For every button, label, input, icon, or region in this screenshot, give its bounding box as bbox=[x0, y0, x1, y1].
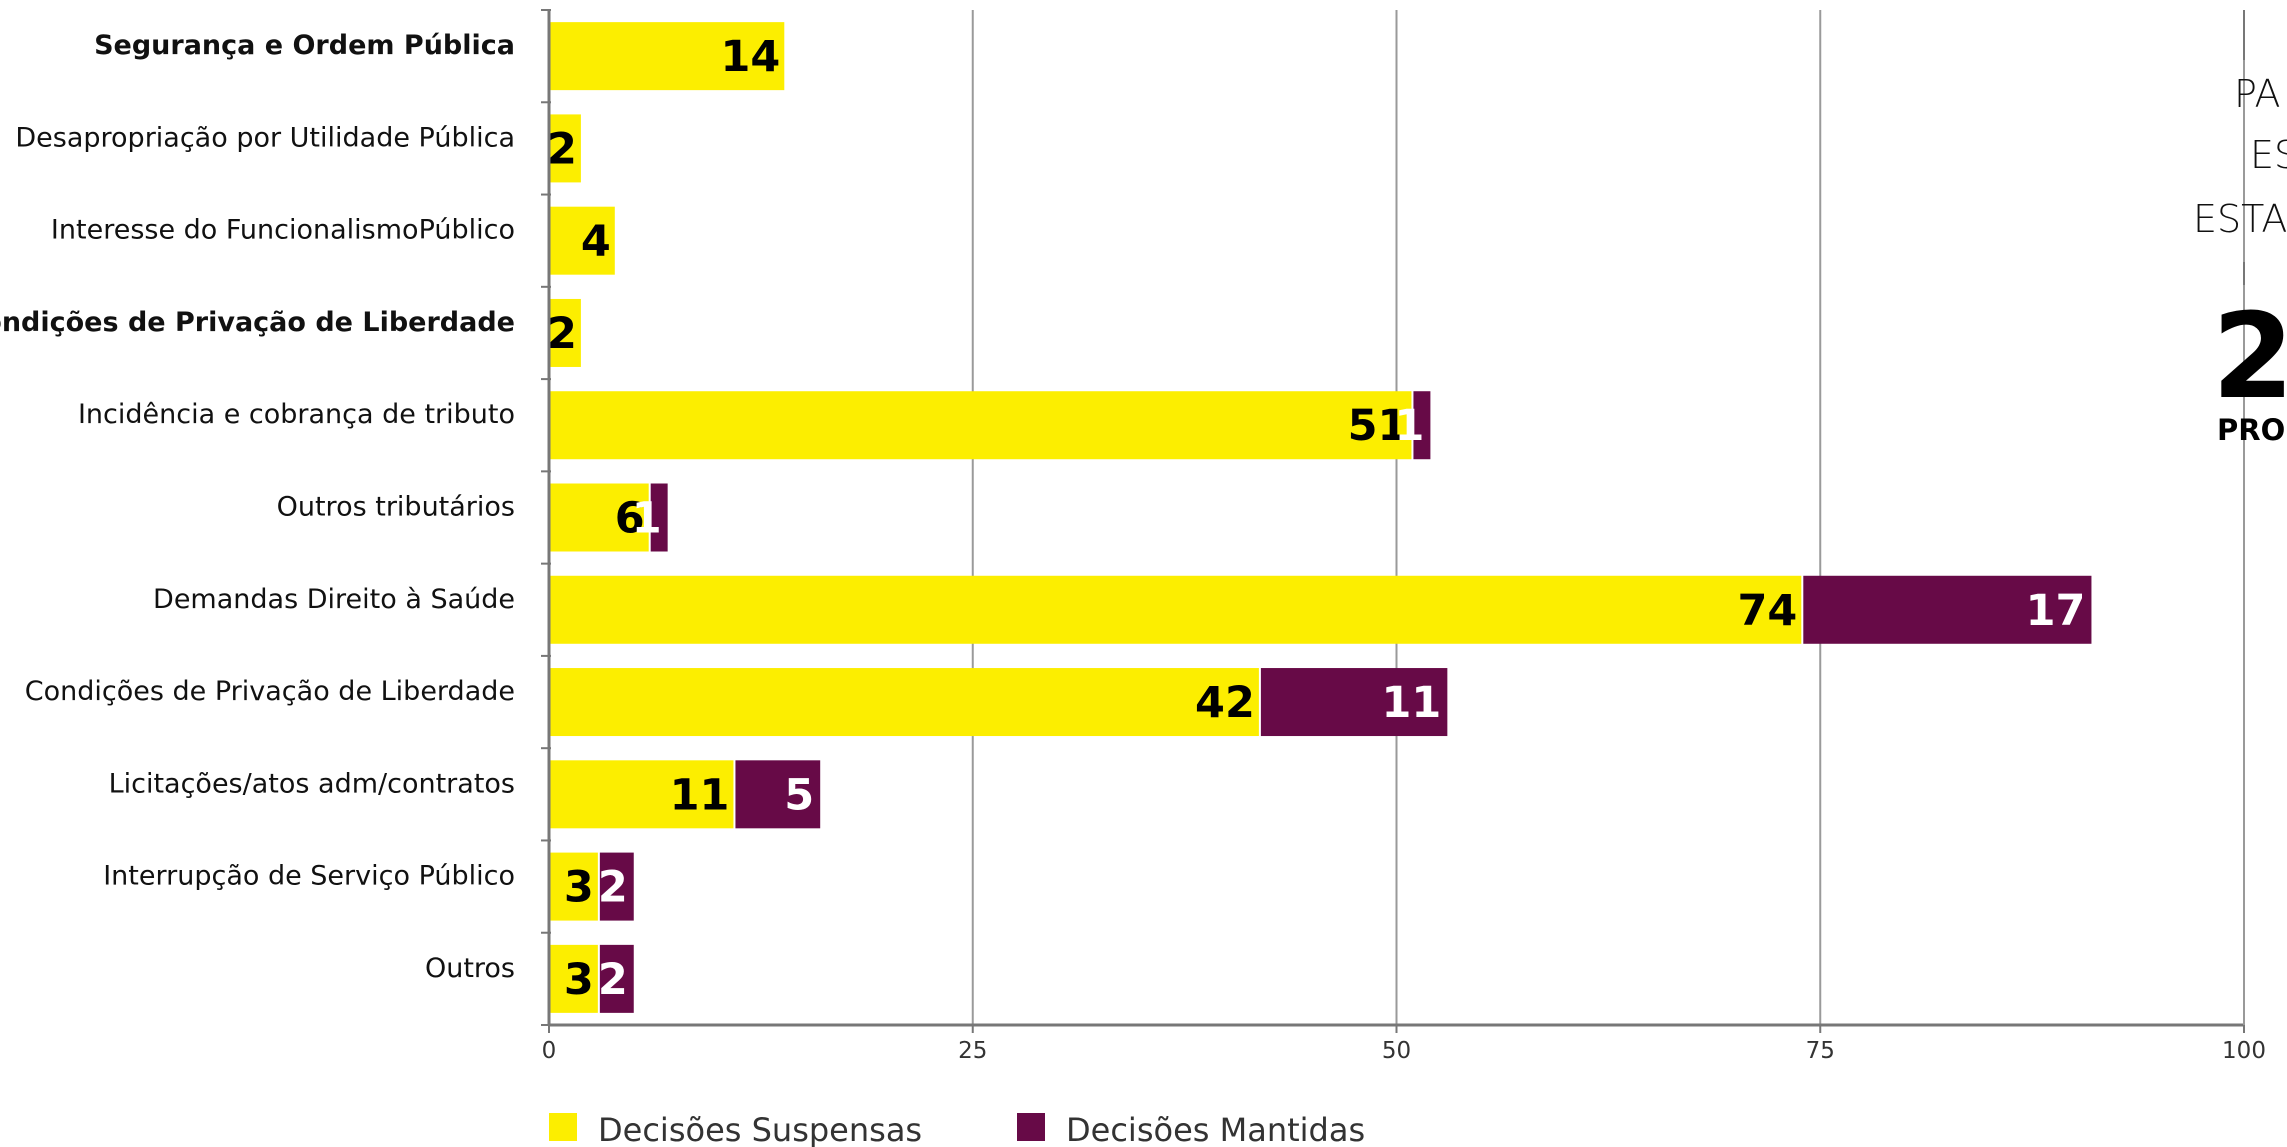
value-label-mantidas: 1 bbox=[1394, 401, 1424, 451]
legend-swatch bbox=[1017, 1113, 1045, 1141]
bar-suspensas bbox=[549, 391, 1411, 459]
axes: 0 25 50 75 100 bbox=[541, 10, 2266, 1064]
x-tick-label: 100 bbox=[2222, 1038, 2266, 1064]
category-label: Outros bbox=[425, 953, 515, 984]
legend: Decisões Suspensas Decisões Mantidas bbox=[549, 1111, 1365, 1147]
side-panel-line3: ESTA bbox=[2193, 197, 2287, 241]
bar-suspensas bbox=[549, 668, 1259, 736]
bar-suspensas bbox=[549, 576, 1801, 644]
legend-label: Decisões Mantidas bbox=[1066, 1111, 1365, 1147]
side-panel-bold-label: PRO bbox=[2217, 413, 2285, 447]
category-label: Incidência e cobrança de tributo bbox=[78, 399, 515, 430]
category-label: Demandas Direito à Saúde bbox=[153, 584, 515, 615]
category-label: Condições de Privação de Liberdade bbox=[0, 307, 515, 338]
side-panel-big-value: 2 bbox=[2212, 287, 2287, 425]
value-label-suspensas: 2 bbox=[547, 309, 577, 359]
value-label-suspensas: 74 bbox=[1737, 586, 1797, 636]
side-panel: PA ES ESTA 2 PRO bbox=[2193, 10, 2287, 1025]
value-label-mantidas: 1 bbox=[632, 494, 662, 544]
value-label-mantidas: 2 bbox=[598, 955, 628, 1005]
value-label-suspensas: 4 bbox=[581, 217, 611, 267]
value-label-suspensas: 14 bbox=[720, 32, 780, 82]
value-label-suspensas: 3 bbox=[564, 863, 594, 913]
category-label: Licitações/atos adm/contratos bbox=[109, 768, 515, 799]
legend-label: Decisões Suspensas bbox=[598, 1111, 922, 1147]
value-label-mantidas: 2 bbox=[598, 863, 628, 913]
value-label-suspensas: 42 bbox=[1195, 678, 1255, 728]
value-label-suspensas: 11 bbox=[670, 770, 730, 820]
category-label: Condições de Privação de Liberdade bbox=[25, 676, 515, 707]
gridlines bbox=[973, 10, 2244, 1025]
value-label-mantidas: 17 bbox=[2026, 586, 2086, 636]
value-label-suspensas: 2 bbox=[547, 124, 577, 174]
category-label: Desapropriação por Utilidade Pública bbox=[15, 122, 515, 153]
category-labels: Segurança e Ordem Pública Desapropriação… bbox=[0, 30, 515, 984]
category-label: Segurança e Ordem Pública bbox=[94, 30, 515, 61]
value-label-mantidas: 5 bbox=[784, 770, 814, 820]
category-label: Interrupção de Serviço Público bbox=[103, 861, 515, 892]
category-label: Outros tributários bbox=[277, 492, 515, 523]
value-label-suspensas: 3 bbox=[564, 955, 594, 1005]
x-tick-label: 25 bbox=[958, 1038, 987, 1064]
legend-swatch bbox=[549, 1113, 577, 1141]
x-tick-label: 0 bbox=[542, 1038, 557, 1064]
value-label-mantidas: 11 bbox=[1382, 678, 1442, 728]
category-label: Interesse do FuncionalismoPúblico bbox=[51, 215, 515, 246]
x-tick-label: 75 bbox=[1806, 1038, 1835, 1064]
x-tick-label: 50 bbox=[1382, 1038, 1411, 1064]
side-panel-line1: PA bbox=[2234, 72, 2280, 116]
side-panel-line2: ES bbox=[2250, 133, 2287, 177]
